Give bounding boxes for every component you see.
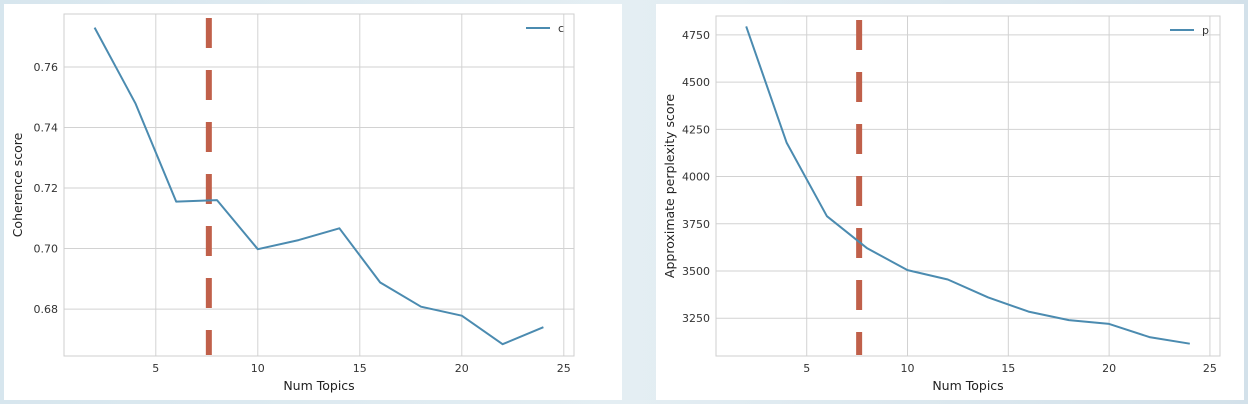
legend-label: p	[1202, 24, 1209, 37]
series-line-c	[93, 27, 544, 346]
x-axis-label: Num Topics	[932, 378, 1003, 393]
y-tick-label: 3250	[682, 312, 710, 325]
x-tick-label: 15	[1001, 362, 1015, 375]
coherence-chart-panel: 5 10 15 20 25 0.68 0.70 0.72 0.74 0.76 Num Topics C…	[4, 4, 622, 400]
y-axis-label: Coherence score	[10, 132, 25, 237]
plot-frame	[715, 15, 1221, 357]
x-axis-label: Num Topics	[283, 378, 354, 393]
y-tick-label: 4250	[682, 123, 710, 136]
y-tick-label: 3500	[682, 265, 710, 278]
series-line-p	[745, 26, 1190, 345]
x-tick-label: 10	[251, 362, 265, 375]
y-tick-label: 4000	[682, 171, 710, 184]
x-tick-label: 15	[353, 362, 367, 375]
perplexity-chart: 5 10 15 20 25 3250 3500 3750 4000 4250 4500 4750 Num…	[662, 15, 1221, 393]
coherence-chart: 5 10 15 20 25 0.68 0.70 0.72 0.74 0.76 Num Topics C…	[10, 13, 575, 393]
y-axis-label: Approximate perplexity score	[662, 94, 677, 279]
y-tick-label: 0.74	[34, 121, 59, 134]
y-tick-label: 3750	[682, 218, 710, 231]
perplexity-chart-panel: 5 10 15 20 25 3250 3500 3750 4000 4250 4500 4750 Num…	[656, 4, 1244, 400]
x-tick-label: 20	[455, 362, 469, 375]
y-tick-label: 0.76	[34, 61, 59, 74]
x-tick-label: 5	[803, 362, 810, 375]
x-tick-label: 20	[1102, 362, 1116, 375]
y-tick-label: 4750	[682, 29, 710, 42]
y-tick-label: 0.68	[34, 303, 59, 316]
plot-frame	[63, 13, 575, 357]
legend-label: c	[558, 22, 564, 35]
y-tick-label: 0.70	[34, 243, 59, 256]
x-tick-label: 10	[901, 362, 915, 375]
y-tick-label: 0.72	[34, 182, 59, 195]
x-tick-label: 5	[152, 362, 159, 375]
y-tick-label: 4500	[682, 76, 710, 89]
x-tick-label: 25	[557, 362, 571, 375]
x-tick-label: 25	[1203, 362, 1217, 375]
